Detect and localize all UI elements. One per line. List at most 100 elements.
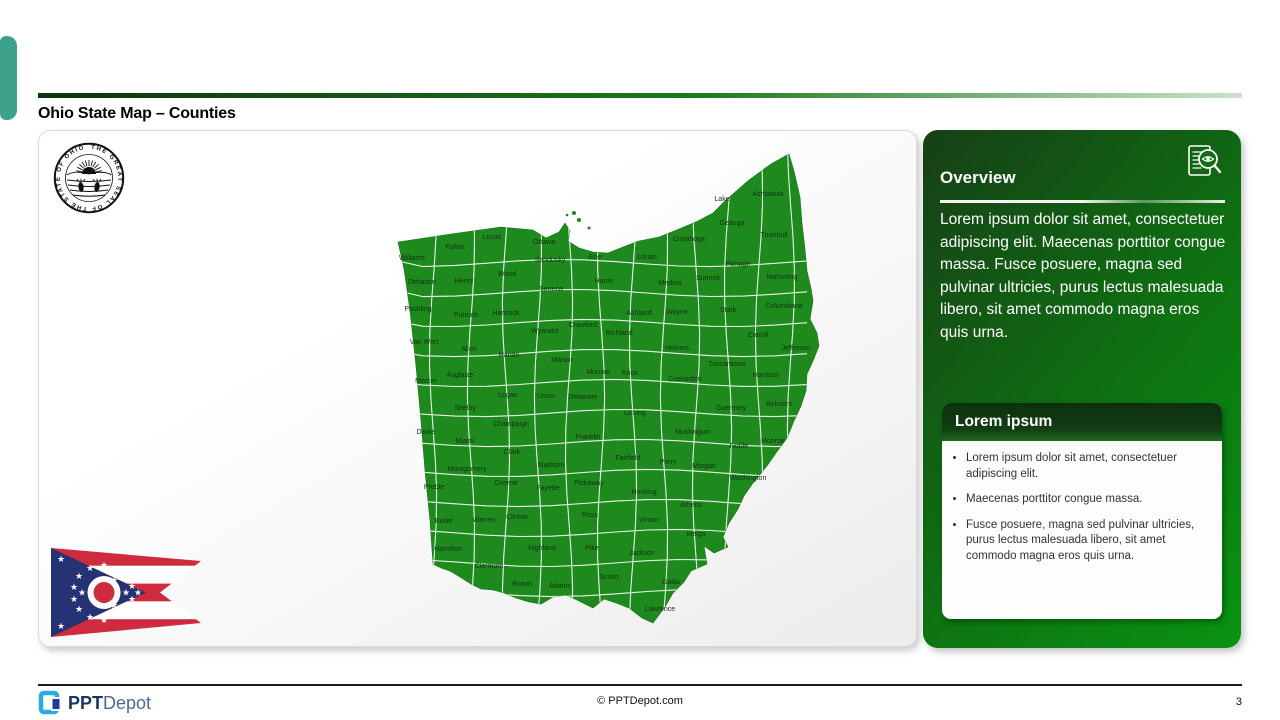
county-label: Monroe (761, 438, 785, 445)
county-label: Hocking (631, 489, 656, 496)
county-label: Trumbull (761, 232, 788, 239)
county-label: Coshocton (668, 376, 702, 383)
brand-name-light: Depot (103, 692, 152, 713)
flag-star: ★ (75, 605, 83, 615)
county-label: Warren (473, 517, 496, 524)
county-label: Butler (435, 518, 454, 525)
county-label: Defiance (408, 279, 436, 286)
flag-star: ★ (75, 572, 83, 582)
county-label: Crawford (569, 322, 598, 329)
flag-star: ★ (78, 589, 86, 599)
lorem-card-title: Lorem ipsum (955, 413, 1053, 430)
county-label: Fairfield (616, 455, 641, 462)
county-label: Champaign (493, 421, 529, 428)
county-label: Madison (538, 462, 565, 469)
county-label: Lorain (637, 254, 657, 261)
county-label: Fulton (445, 244, 465, 251)
footer-rule (38, 684, 1242, 686)
county-label: Sandusky (535, 257, 566, 264)
county-label: Washington (730, 475, 767, 482)
county-label: Vinton (639, 517, 659, 524)
flag-star: ★ (100, 616, 108, 626)
county-label: Gallia (662, 579, 680, 586)
county-label: Athens (680, 502, 702, 509)
county-label: Hardin (499, 352, 520, 359)
county-label: Union (537, 393, 555, 400)
county-label: Logan (498, 392, 518, 399)
county-label: Adams (549, 583, 571, 590)
flag-star: ★ (134, 589, 142, 599)
county-label: Huron (594, 278, 613, 285)
overview-panel: Overview Lorem ipsum dolor sit amet, con… (923, 130, 1241, 648)
overview-title: Overview (940, 168, 1016, 187)
county-label: Guernsey (716, 405, 747, 412)
overview-paragraph: Lorem ipsum dolor sit amet, consectetuer… (940, 211, 1226, 341)
lorem-card-header: Lorem ipsum (942, 403, 1222, 441)
document-magnifier-icon (1188, 145, 1222, 176)
county-label: Ottawa (533, 239, 555, 246)
county-label: Richland (605, 330, 632, 337)
brand-name: PPTDepot (68, 693, 151, 714)
county-label: Marion (551, 357, 573, 364)
county-label: Wood (498, 271, 516, 278)
accent-tab (0, 36, 17, 120)
flag-star: ★ (128, 595, 136, 605)
flag-star: ★ (86, 564, 94, 574)
county-label: Seneca (539, 286, 563, 293)
county-label: Noble (730, 443, 748, 450)
county-label: Clermont (475, 563, 503, 570)
county-label: Morrow (586, 369, 610, 376)
county-label: Shelby (454, 405, 476, 412)
county-label: Jefferson (782, 345, 811, 352)
flag-star: ★ (110, 601, 118, 611)
county-label: Ashland (626, 310, 651, 317)
county-label: Pike (585, 545, 599, 552)
flag-star: ★ (57, 555, 65, 565)
county-label: Columbiana (765, 303, 802, 310)
county-label: Fayette (536, 485, 559, 492)
flag-star: ★ (110, 576, 118, 586)
lorem-card: Lorem ipsum Lorem ipsum dolor sit amet, … (942, 403, 1222, 619)
county-label: Tuscarawas (708, 361, 746, 368)
county-label: Morgan (692, 463, 716, 470)
page-title: Ohio State Map – Counties (38, 105, 236, 122)
ohio-state-seal-icon: THE GREAT SEAL OF THE STATE OF OHIO (53, 142, 125, 214)
flag-star: ★ (70, 595, 78, 605)
page-number: 3 (1235, 696, 1242, 708)
county-label: Miami (456, 438, 475, 445)
county-label: Clark (504, 449, 521, 456)
county-label: Mahoning (767, 274, 798, 281)
flag-star: ★ (57, 622, 65, 632)
county-label: Carroll (748, 332, 769, 339)
county-label: Lawrence (645, 606, 675, 613)
county-label: Ross (582, 512, 598, 519)
county-label: Stark (720, 307, 737, 314)
county-label: Darke (417, 429, 436, 436)
county-label: Brown (512, 581, 532, 588)
county-label: Scioto (599, 574, 619, 581)
county-label: Erie (589, 254, 602, 261)
county-label: Mercer (415, 378, 437, 385)
map-panel: THE GREAT SEAL OF THE STATE OF OHIO Will… (38, 130, 917, 647)
county-label: Muskingum (675, 429, 711, 436)
bullet-item: Fusce posuere, magna sed pulvinar ultric… (966, 518, 1210, 565)
bullet-item: Maecenas porttitor congue massa. (966, 492, 1210, 508)
county-label: Meigs (687, 531, 706, 538)
county-label: Portage (726, 261, 751, 268)
county-label: Henry (455, 278, 474, 285)
header-rule (38, 93, 1242, 98)
overview-divider (940, 200, 1225, 203)
county-label: Paulding (404, 306, 431, 313)
pptdepot-logo-icon (38, 690, 60, 715)
county-label: Jackson (629, 550, 655, 557)
county-label: Ashtabula (752, 191, 783, 198)
county-label: Van Wert (410, 339, 439, 346)
county-label: Lucas (483, 234, 502, 241)
county-label: Wayne (666, 309, 688, 316)
county-label: Preble (424, 484, 444, 491)
county-label: Auglaize (447, 372, 474, 379)
flag-star: ★ (86, 613, 94, 623)
county-label: Franklin (576, 434, 601, 441)
county-label: Perry (660, 459, 677, 466)
